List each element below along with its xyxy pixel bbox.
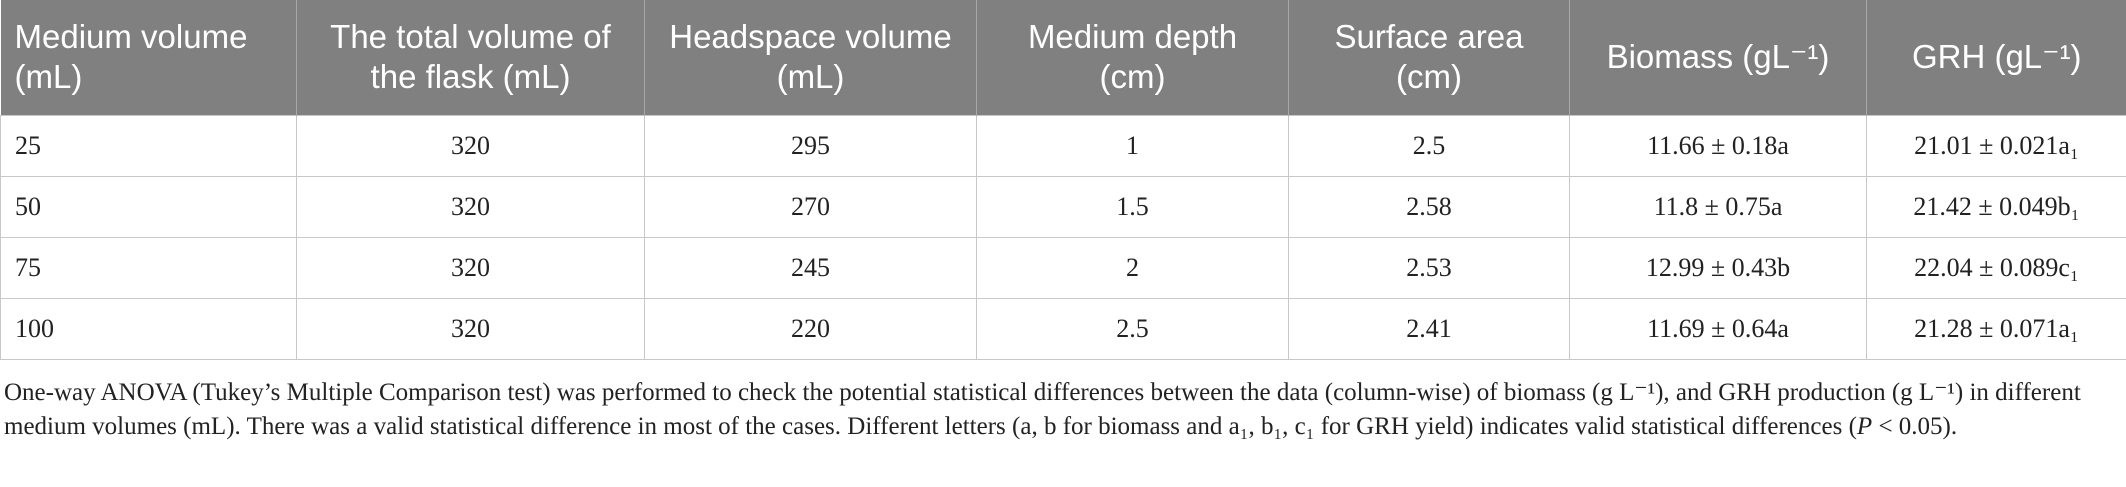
table-row: 50 320 270 1.5 2.58 11.8 ± 0.75a 21.42 ± 0.049… [0,175,2126,238]
table-cell: 11.8 ± 0.75a [1569,175,1867,238]
table-cell: 12.99 ± 0.43b [1569,236,1867,299]
table-cell: 2.53 [1288,236,1570,299]
header-cell: Headspace volume (mL) [644,0,977,115]
table-header: Medium volume (mL) The total volume of th… [0,0,2126,115]
header-cell: GRH (gL⁻¹) [1866,0,2126,115]
table-cell: 320 [296,175,645,238]
table-cell: 2.41 [1288,297,1570,360]
footnote-text: One-way ANOVA (Tukey’s Multiple Comparis… [4,378,2081,440]
table-cell: 50 [0,175,297,238]
data-table: Medium volume (mL) The total volume of th… [0,0,2126,360]
table-cell: 25 [0,114,297,177]
footnote: One-way ANOVA (Tukey’s Multiple Comparis… [4,376,2122,444]
table-cell: 100 [0,297,297,360]
header-cell: Medium depth (cm) [976,0,1289,115]
header-cell: Biomass (gL⁻¹) [1569,0,1867,115]
table-cell: 220 [644,297,977,360]
table-cell: 75 [0,236,297,299]
table-cell: 22.04 ± 0.089c₁ [1866,236,2126,299]
table-cell: 1 [976,114,1289,177]
table-container: Medium volume (mL) The total volume of th… [0,0,2126,444]
table-cell: 2 [976,236,1289,299]
table-cell: 295 [644,114,977,177]
table-row: 100 320 220 2.5 2.41 11.69 ± 0.64a 21.28 ± 0.0… [0,297,2126,360]
table-cell: 21.42 ± 0.049b₁ [1866,175,2126,238]
table-cell: 2.5 [1288,114,1570,177]
table-cell: 320 [296,236,645,299]
table-body: 25 320 295 1 2.5 11.66 ± 0.18a 21.01 ± 0.021a₁… [0,114,2126,360]
table-cell: 2.58 [1288,175,1570,238]
footnote-text: < 0.05). [1872,412,1958,440]
table-row: 25 320 295 1 2.5 11.66 ± 0.18a 21.01 ± 0.021a₁ [0,114,2126,177]
table-cell: 21.01 ± 0.021a₁ [1866,114,2126,177]
header-cell: Surface area (cm) [1288,0,1570,115]
table-cell: 320 [296,297,645,360]
footnote-italic: P [1856,412,1873,440]
header-cell: The total volume of the flask (mL) [296,0,645,115]
table-cell: 11.66 ± 0.18a [1569,114,1867,177]
header-row: Medium volume (mL) The total volume of th… [0,0,2126,115]
table-row: 75 320 245 2 2.53 12.99 ± 0.43b 22.04 ± 0.089c… [0,236,2126,299]
header-cell: Medium volume (mL) [0,0,297,115]
table-cell: 2.5 [976,297,1289,360]
table-cell: 21.28 ± 0.071a₁ [1866,297,2126,360]
table-cell: 270 [644,175,977,238]
table-cell: 320 [296,114,645,177]
table-cell: 1.5 [976,175,1289,238]
table-cell: 245 [644,236,977,299]
table-cell: 11.69 ± 0.64a [1569,297,1867,360]
